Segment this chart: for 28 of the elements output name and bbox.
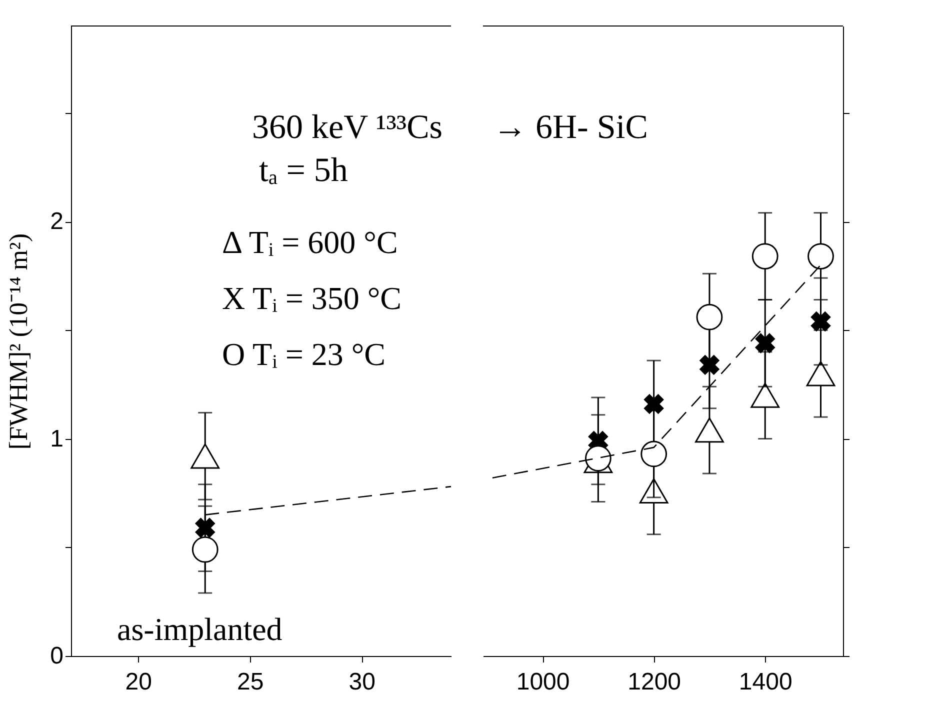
x-tick-label: 30 (348, 668, 376, 696)
annotation: 360 keV ¹³³Cs (252, 109, 443, 146)
y-tick-label: 0 (50, 642, 64, 670)
point (695, 417, 724, 443)
annotation: tₐ = 5h (259, 152, 348, 189)
text: O Tᵢ = 23 °C (222, 336, 386, 372)
point (699, 354, 720, 376)
x-tick-label: 20 (125, 668, 152, 696)
annotation: as-implanted (117, 611, 282, 647)
point (808, 243, 834, 270)
text: X Tᵢ = 350 °C (222, 280, 402, 316)
y-tick-label: 1 (50, 425, 64, 452)
text: Δ Tᵢ = 600 °C (222, 224, 398, 260)
point (750, 382, 780, 408)
annotation: → 6H- SiC (493, 109, 648, 146)
y-tick-label: 2 (50, 208, 64, 236)
point (806, 360, 836, 386)
point (754, 333, 776, 354)
y-axis-title: [FWHM]² (10⁻¹⁴ m²) (4, 233, 34, 450)
point (810, 311, 831, 332)
x-tick-label: 25 (236, 668, 264, 696)
point (644, 394, 664, 414)
point (640, 440, 668, 468)
point (696, 304, 723, 330)
x-tick-label: 1200 (628, 668, 682, 696)
point (752, 243, 778, 270)
x-tick-label: 1400 (738, 668, 792, 696)
x-tick-label: 1000 (516, 668, 570, 696)
